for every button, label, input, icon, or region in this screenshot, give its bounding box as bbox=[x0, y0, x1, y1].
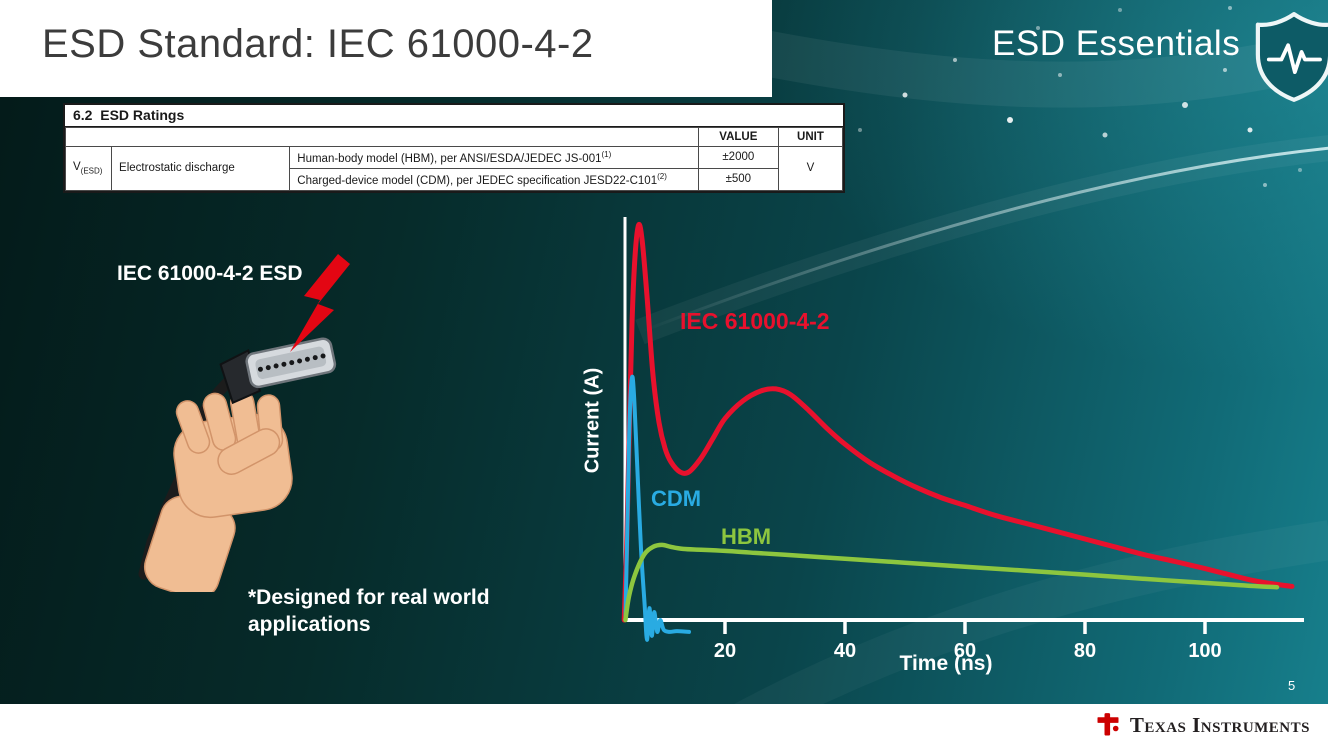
brand-text: ESD Essentials bbox=[992, 24, 1241, 63]
symbol-base: V bbox=[73, 161, 81, 174]
svg-text:40: 40 bbox=[834, 640, 856, 662]
finger bbox=[175, 400, 211, 454]
page-number: 5 bbox=[1288, 678, 1296, 693]
esd-shield-icon bbox=[1255, 12, 1328, 102]
hbm-description-text: Human-body model (HBM), per ANSI/ESDA/JE… bbox=[297, 152, 602, 165]
hand bbox=[143, 390, 293, 592]
x-axis-label: Time (ns) bbox=[899, 652, 993, 675]
lightning-bolt-icon bbox=[290, 254, 350, 352]
illustration-caption: IEC 61000-4-2 ESD bbox=[117, 262, 303, 285]
ti-logo-text: Texas Instruments bbox=[1129, 712, 1310, 737]
cdm-value-cell: ±500 bbox=[697, 167, 779, 191]
thumb bbox=[217, 428, 281, 475]
blank-header-cell bbox=[65, 127, 699, 147]
ti-bug-icon bbox=[1097, 713, 1119, 736]
y-axis-label: Current (A) bbox=[581, 367, 604, 474]
footer-bar: Texas Instruments bbox=[0, 704, 1328, 746]
hbm-value-cell: ±2000 bbox=[697, 146, 779, 169]
series-label-cdm: CDM bbox=[651, 486, 702, 511]
svg-text:60: 60 bbox=[954, 640, 976, 662]
table-section-heading: 6.2 ESD Ratings bbox=[65, 105, 843, 127]
cdm-description-text: Charged-device model (CDM), per JEDEC sp… bbox=[297, 174, 658, 187]
svg-text:100: 100 bbox=[1188, 640, 1221, 662]
connector-pins bbox=[257, 353, 326, 372]
parameter-cell: Electrostatic discharge bbox=[111, 146, 291, 191]
cdm-description-cell: Charged-device model (CDM), per JEDEC sp… bbox=[289, 167, 699, 191]
symbol-cell: V(ESD) bbox=[64, 146, 113, 191]
value-column-header: VALUE bbox=[697, 127, 779, 147]
svg-text:20: 20 bbox=[714, 640, 736, 662]
series-label-iec: IEC 61000-4-2 bbox=[680, 308, 830, 334]
table-row: Charged-device model (CDM), per JEDEC sp… bbox=[66, 167, 843, 191]
applications-note: *Designed for real world applications bbox=[248, 586, 490, 637]
svg-text:80: 80 bbox=[1074, 640, 1096, 662]
symbol-subscript: (ESD) bbox=[80, 166, 103, 176]
ti-logo: Texas Instruments bbox=[1094, 711, 1310, 739]
slide-title: ESD Standard: IEC 61000-4-2 bbox=[42, 22, 594, 66]
unit-cell: V bbox=[777, 146, 844, 191]
hbm-footnote-marker: (1) bbox=[601, 150, 612, 159]
table-row: V(ESD) Electrostatic discharge Human-bod… bbox=[64, 146, 844, 191]
esd-current-chart: 20 40 60 80 100 bbox=[621, 217, 1304, 662]
heartbeat-pulse-icon bbox=[1266, 43, 1322, 75]
cdm-footnote-marker: (2) bbox=[657, 171, 667, 181]
hand-connector-illustration bbox=[138, 254, 350, 592]
chart-area: 20 40 60 80 100 Current (A) Time (ns) IEC 61… bbox=[582, 205, 1314, 685]
ratings-grid: VALUE UNIT V(ESD) Electrostatic discharg… bbox=[64, 127, 844, 191]
unit-column-header: UNIT bbox=[777, 127, 844, 147]
series-label-hbm: HBM bbox=[721, 524, 772, 549]
hbm-description-cell: Human-body model (HBM), per ANSI/ESDA/JE… bbox=[289, 146, 699, 169]
esd-ratings-table: 6.2 ESD Ratings VALUE UNIT V(ESD) Electr… bbox=[63, 103, 845, 193]
title-band bbox=[0, 0, 772, 97]
table-header-row: VALUE UNIT bbox=[65, 127, 844, 147]
hdmi-connector bbox=[219, 337, 337, 405]
